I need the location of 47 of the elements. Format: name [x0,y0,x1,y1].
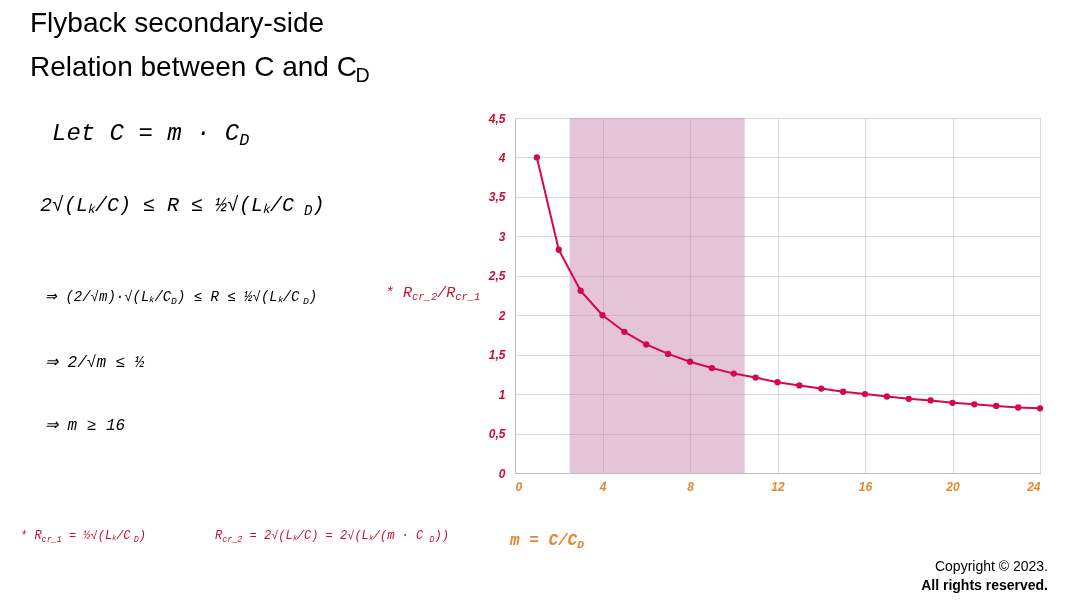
y-tick-label: 1,5 [488,348,506,363]
y-tick-label: 1 [498,387,506,402]
y-tick-label: 3,5 [488,190,506,205]
point [883,393,891,400]
text: Copyright © 2023. [934,558,1048,574]
point [730,370,737,377]
point [1036,405,1044,412]
y-axis-title: * Rcr_2/Rcr_1 [385,285,481,303]
x-tick-label: 16 [858,479,873,494]
point [971,401,978,408]
x-tick-label: 12 [771,479,785,494]
point [643,341,650,348]
point [664,350,672,358]
point [818,385,825,392]
y-tick-label: 4 [497,150,506,165]
point [708,364,716,372]
point [993,402,1000,410]
point [949,399,956,406]
point [599,312,606,319]
point [621,328,628,335]
text: ⇒ m ≥ 16 [45,417,126,435]
point [905,395,912,402]
point [839,388,847,395]
y-tick-label: 3 [498,229,506,244]
y-tick-label: 2 [497,308,506,323]
point [774,379,781,386]
x-tick-label: 24 [1026,479,1041,494]
y-tick-label: 0,5 [488,427,506,442]
point [686,358,694,365]
x-tick-label: 8 [687,479,695,494]
y-tick-label: 4,5 [487,111,506,126]
x-tick-label: 20 [945,479,960,494]
point [861,390,869,398]
point [533,154,541,161]
text: ⇒ 2/√m ≤ ½ [45,354,145,372]
point [577,287,584,294]
x-tick-label: 0 [515,479,523,494]
point [927,397,934,404]
y-tick-label: 0 [498,466,506,481]
x-tick-label: 4 [598,479,607,494]
point [752,374,759,381]
y-tick-label: 2,5 [487,269,506,284]
point [555,246,562,253]
point [796,382,803,389]
text: All rights reserved. [921,577,1048,593]
point [1014,404,1022,411]
text: Flyback secondary-side [30,7,325,38]
